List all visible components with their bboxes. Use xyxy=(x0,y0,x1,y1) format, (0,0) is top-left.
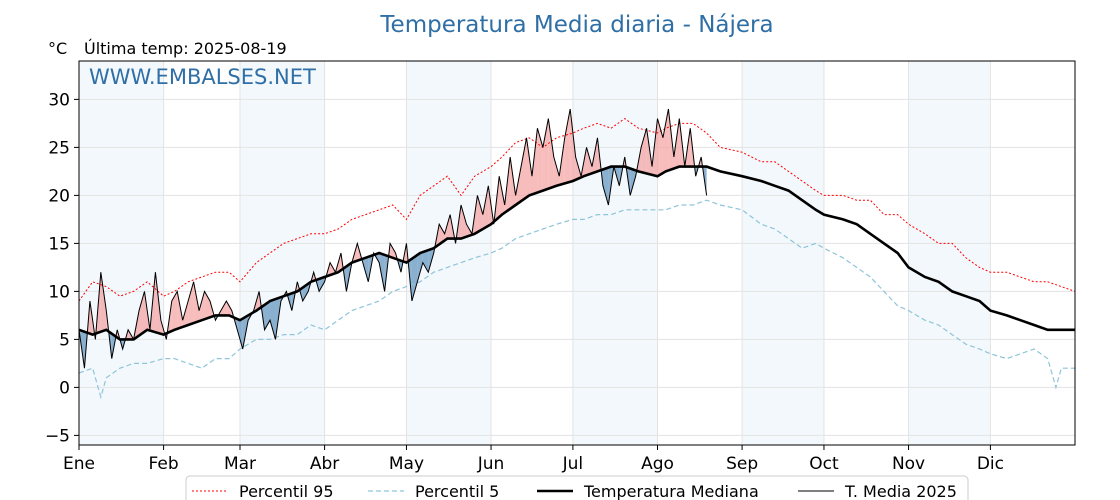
x-tick-label: May xyxy=(389,454,424,474)
month-band-4 xyxy=(742,61,824,445)
warm-anomaly-fill xyxy=(193,281,200,324)
series-tmedia-2025-line xyxy=(78,108,708,369)
warm-anomaly-fill xyxy=(188,281,194,325)
legend-box xyxy=(185,475,969,500)
legend-label: T. Media 2025 xyxy=(844,482,957,500)
warm-anomaly-fill xyxy=(220,301,227,316)
cold-anomaly-fill xyxy=(602,167,609,205)
warm-anomaly-fill xyxy=(204,291,210,320)
y-tick-label: 20 xyxy=(48,186,70,206)
y-tick-label: 10 xyxy=(48,282,70,302)
x-tick-label: Jun xyxy=(477,454,505,474)
warm-anomaly-fill xyxy=(553,157,560,187)
x-tick-label: Abr xyxy=(310,454,339,474)
cold-anomaly-fill xyxy=(237,318,243,349)
x-tick-label: Feb xyxy=(149,454,179,474)
legend-percentil-95: Percentil 95 xyxy=(192,482,334,500)
cold-anomaly-fill xyxy=(319,277,325,292)
y-tick-label: −5 xyxy=(45,426,70,446)
warm-anomaly-fill xyxy=(570,109,576,182)
warm-anomaly-fill xyxy=(171,291,178,331)
cold-anomaly-fill xyxy=(270,299,276,340)
warm-anomaly-fill xyxy=(531,128,538,195)
legend-percentil-5: Percentil 5 xyxy=(368,482,499,500)
cold-anomaly-fill xyxy=(630,168,636,196)
warm-anomaly-fill xyxy=(542,118,549,191)
x-tick-label: Ago xyxy=(641,454,674,474)
warm-anomaly-fill xyxy=(526,137,532,198)
y-axis: −5 0 5 10 15 20 25 30 xyxy=(45,90,79,446)
warm-anomaly-fill xyxy=(521,137,527,202)
x-tick-label: Sep xyxy=(726,454,758,474)
chart-title: Temperatura Media diaria - Nájera xyxy=(379,12,773,38)
legend-label: Percentil 95 xyxy=(239,482,334,500)
x-tick-label: Dic xyxy=(977,454,1004,474)
series-mediana-line xyxy=(78,165,1075,341)
series-lines xyxy=(78,108,1076,400)
month-band-0 xyxy=(79,61,164,445)
x-tick-label: Mar xyxy=(224,454,256,474)
legend-tmedia-2025: T. Media 2025 xyxy=(798,482,957,500)
y-tick-label: 25 xyxy=(48,138,70,158)
unit-label: °C xyxy=(48,39,67,58)
x-tick-label: Nov xyxy=(892,454,925,474)
warm-anomaly-fill xyxy=(499,176,505,217)
y-tick-label: 5 xyxy=(59,330,70,350)
cold-anomaly-fill xyxy=(417,252,423,282)
x-tick-label: Jul xyxy=(562,454,584,474)
warm-anomaly-fill xyxy=(439,224,445,245)
month-band-1 xyxy=(239,61,325,445)
legend: Percentil 95 Percentil 5 Temperatura Media… xyxy=(185,475,969,500)
cold-anomaly-fill xyxy=(422,250,429,273)
x-tick-label: Oct xyxy=(809,454,839,474)
warm-anomaly-fill xyxy=(139,291,145,336)
warm-anomaly-fill xyxy=(564,109,571,184)
warm-anomaly-fill xyxy=(199,291,205,322)
legend-label: Percentil 5 xyxy=(415,482,499,500)
x-axis: Ene Feb Mar Abr May Jun Jul Ago Sep Oct Nov Dic xyxy=(63,445,1004,474)
y-tick-label: 15 xyxy=(48,234,70,254)
warm-anomaly-fill xyxy=(226,301,232,317)
warm-anomaly-fill xyxy=(657,118,663,177)
warm-anomaly-fill xyxy=(100,272,107,332)
warm-anomaly-fill xyxy=(461,205,467,239)
watermark-text: WWW.EMBALSES.NET xyxy=(89,65,316,89)
cold-anomaly-fill xyxy=(411,254,418,301)
warm-anomaly-fill xyxy=(477,195,483,233)
warm-anomaly-fill xyxy=(482,185,489,229)
month-band-5 xyxy=(908,61,991,445)
warm-anomaly-fill xyxy=(390,243,396,259)
x-tick-label: Ene xyxy=(63,454,95,474)
legend-mediana: Temperatura Mediana xyxy=(537,482,759,500)
legend-label: Temperatura Mediana xyxy=(583,482,759,500)
plot-frame xyxy=(78,60,1076,446)
y-tick-label: 0 xyxy=(59,378,70,398)
subtitle-last-temp: Última temp: 2025-08-19 xyxy=(84,39,287,58)
series-percentil-95-line xyxy=(78,117,1076,302)
warm-anomaly-fill xyxy=(586,147,593,176)
series-percentil-5-line xyxy=(78,199,1075,400)
warm-anomaly-fill xyxy=(662,109,669,173)
warm-anomaly-fill xyxy=(641,128,647,174)
y-tick-label: 30 xyxy=(48,90,70,110)
warm-anomaly-fill xyxy=(548,118,554,189)
